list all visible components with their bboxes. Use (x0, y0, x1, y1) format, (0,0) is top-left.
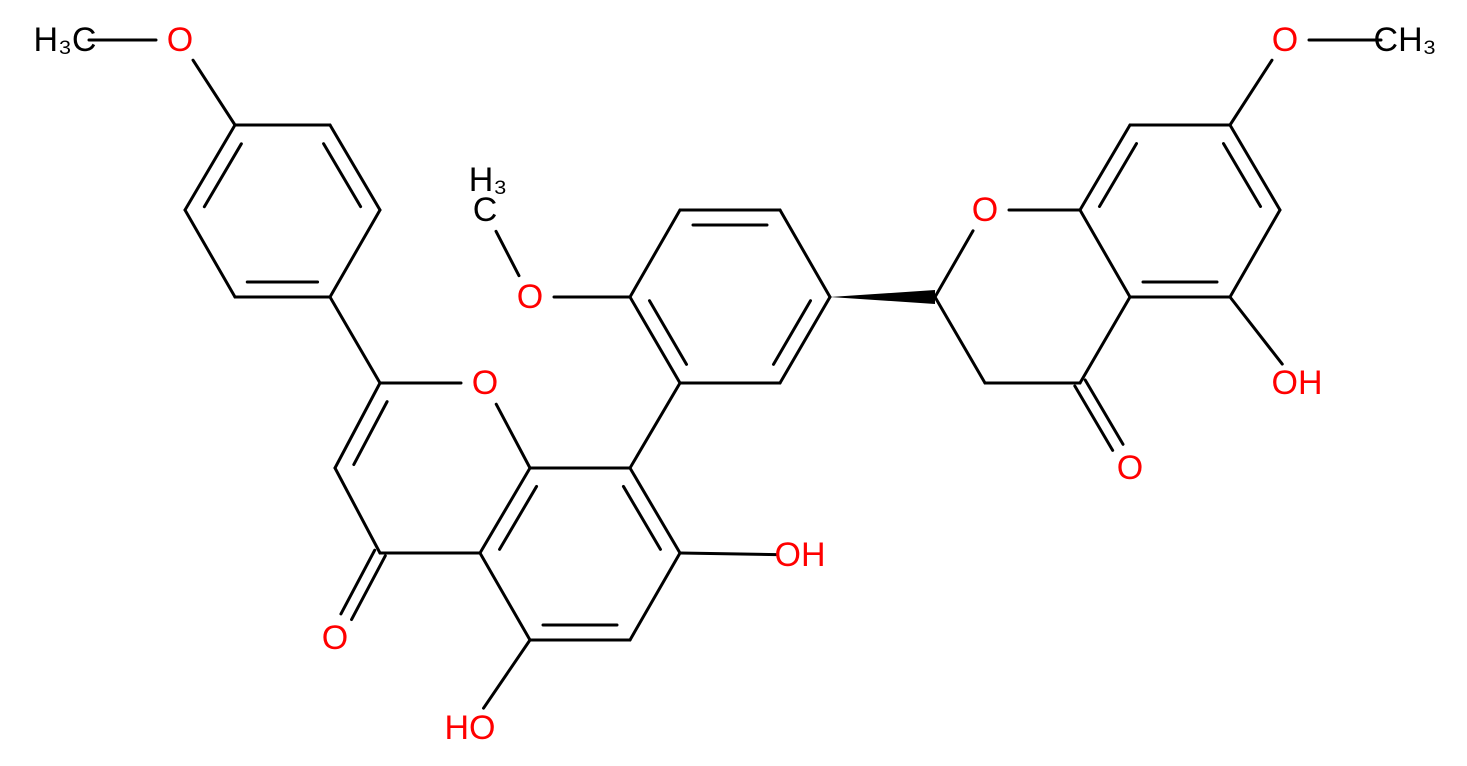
bond (339, 548, 377, 616)
bond (621, 484, 662, 551)
atom-label: HO (445, 709, 496, 747)
atom-label: OH (775, 536, 826, 574)
atom-label: O (1117, 449, 1143, 487)
bond (333, 381, 382, 470)
bond (333, 466, 382, 555)
atom-label: H₃ (469, 161, 507, 199)
bond (202, 142, 243, 209)
bond (1078, 208, 1132, 299)
bond (628, 466, 682, 555)
bond (628, 295, 682, 385)
bond (628, 208, 682, 299)
bond (191, 58, 237, 127)
bond (933, 229, 975, 299)
bond (1228, 208, 1282, 299)
bond (478, 551, 532, 642)
bond (628, 381, 682, 470)
wedge-bond (830, 290, 935, 304)
bond (771, 299, 812, 366)
bond (352, 400, 389, 467)
bond (1078, 295, 1132, 385)
bond (628, 551, 682, 642)
atom-label: OH (1272, 364, 1323, 402)
bond (648, 299, 689, 366)
bond (350, 554, 387, 622)
bond (1222, 142, 1263, 208)
bond (1083, 378, 1125, 446)
bond (778, 208, 832, 299)
bond (482, 638, 532, 710)
bond (1073, 384, 1115, 452)
bond (1097, 142, 1138, 208)
atom-label: O (322, 619, 348, 657)
bond (1228, 58, 1274, 127)
bond (183, 208, 237, 299)
atom-label: O (167, 21, 193, 59)
atom-label: C (473, 191, 498, 229)
bond (328, 295, 382, 385)
bond (1078, 123, 1132, 212)
bond (1228, 295, 1284, 366)
bond (322, 142, 363, 209)
atom-label: H₃C (34, 21, 97, 59)
bond (678, 551, 778, 557)
atom-label: CH₃ (1374, 21, 1437, 59)
bonds (87, 38, 1383, 710)
bond (933, 295, 987, 385)
bond (778, 295, 832, 385)
atom-label: O (1272, 21, 1298, 59)
bond (183, 123, 237, 212)
bond (478, 466, 532, 555)
bond (328, 123, 382, 212)
bond (498, 484, 539, 551)
bond (328, 208, 382, 299)
atom-label: O (517, 278, 543, 316)
bond (1228, 123, 1282, 212)
bond (494, 229, 521, 278)
bond (494, 402, 532, 470)
atom-label: O (472, 364, 498, 402)
atom-label: O (972, 191, 998, 229)
